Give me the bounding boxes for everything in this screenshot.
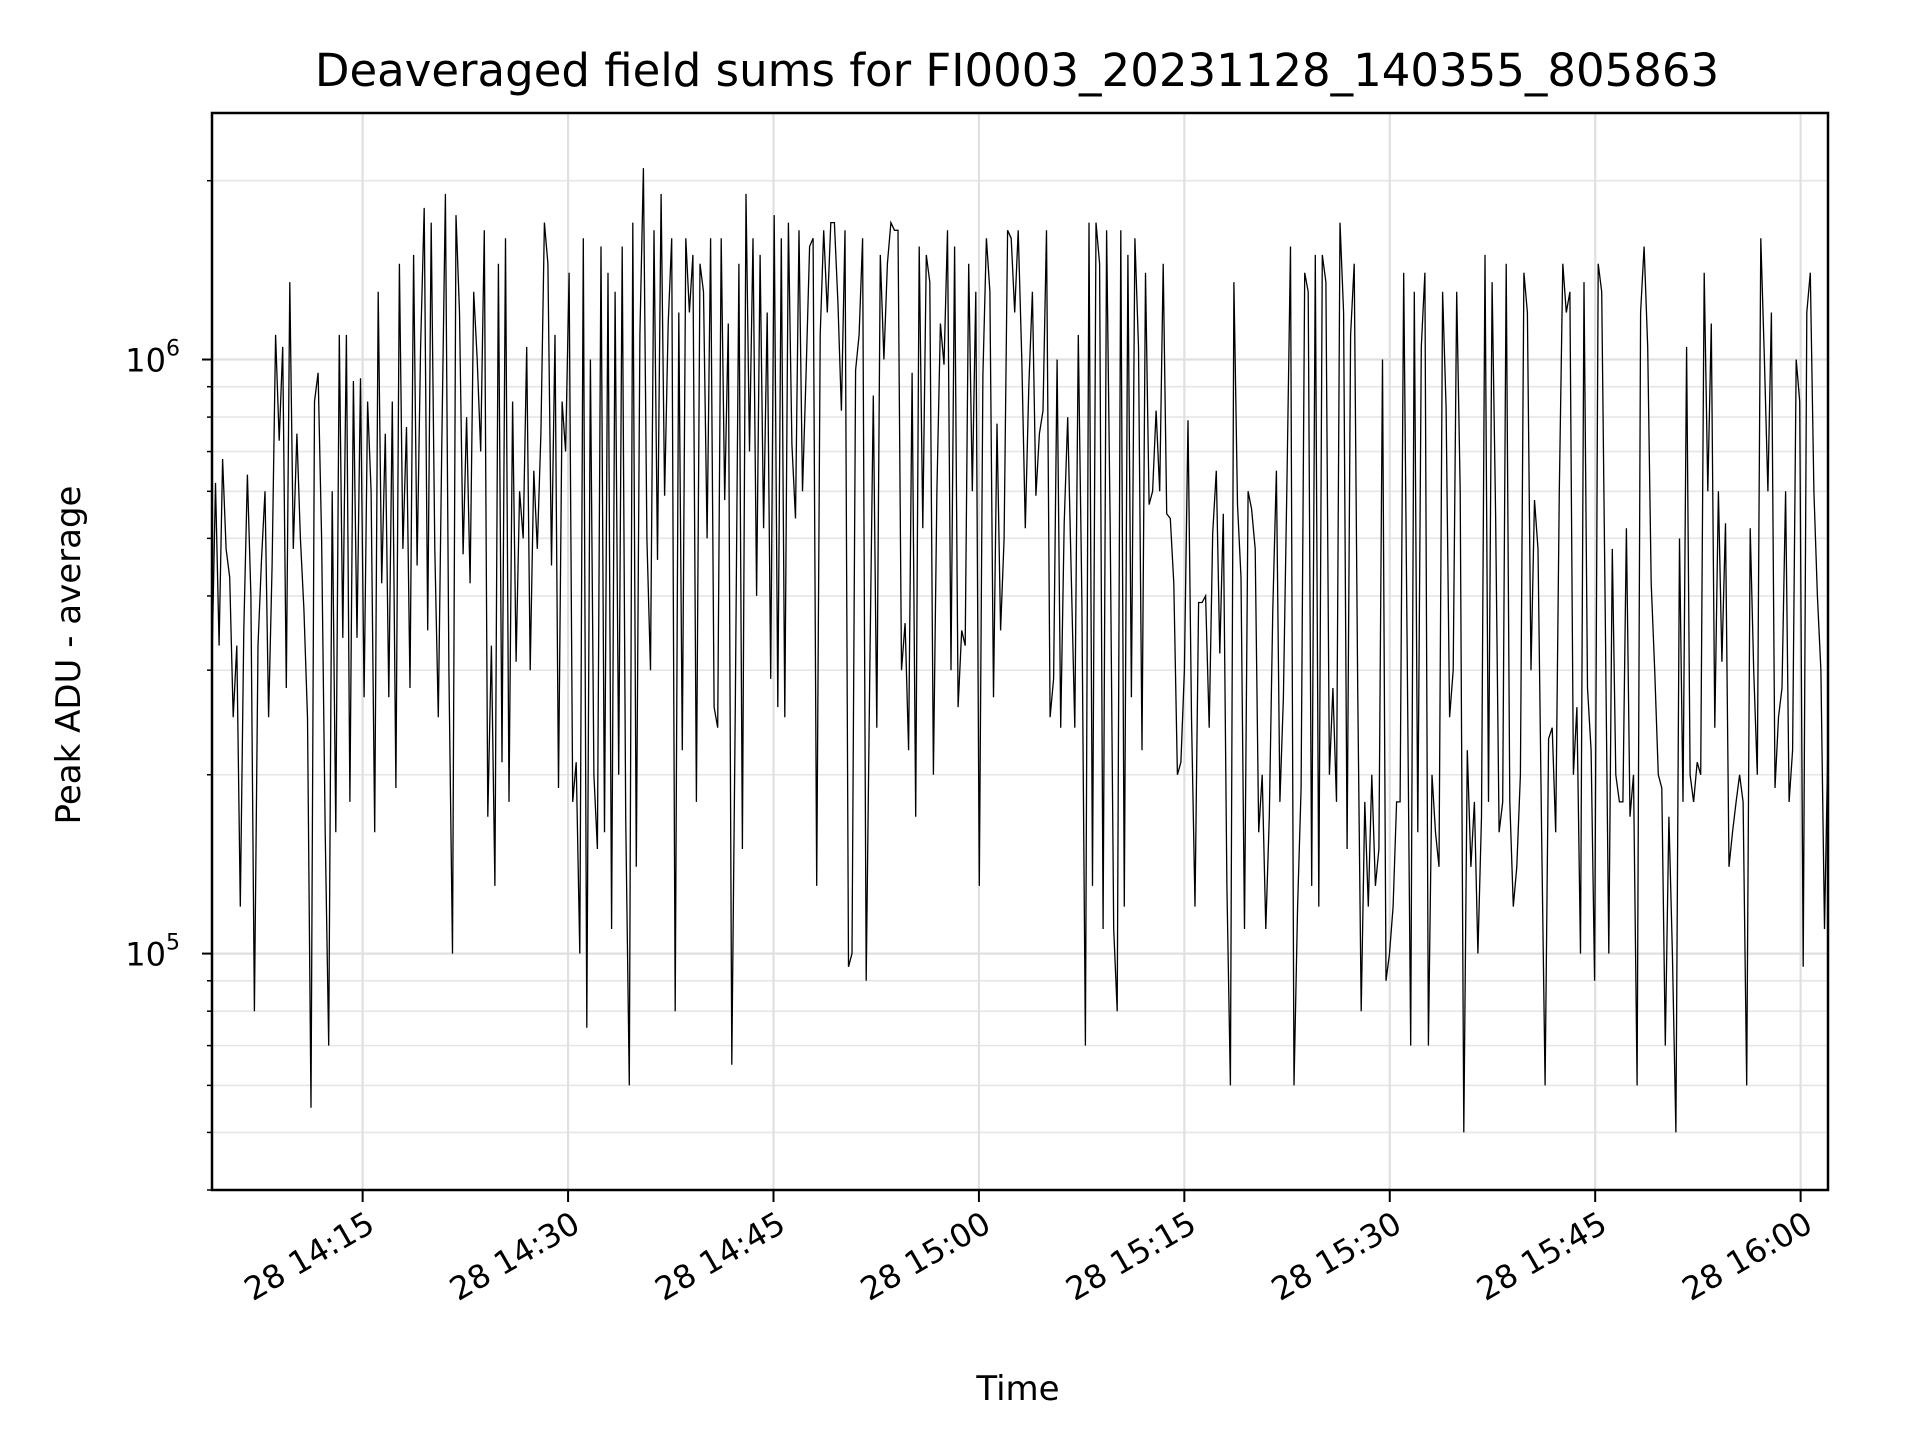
series-line (211, 168, 1829, 1133)
plot-frame (210, 111, 1830, 1192)
y-tick-label: 105 (125, 931, 180, 974)
y-axis: 105 106 (125, 179, 212, 1191)
series-group (211, 168, 1829, 1133)
y-tick-label: 106 (125, 337, 180, 380)
x-axis-label: Time (975, 1369, 1059, 1409)
y-axis-label: Peak ADU - average (49, 486, 89, 825)
chart-title: Deaveraged field sums for FI0003_2023112… (315, 44, 1719, 97)
